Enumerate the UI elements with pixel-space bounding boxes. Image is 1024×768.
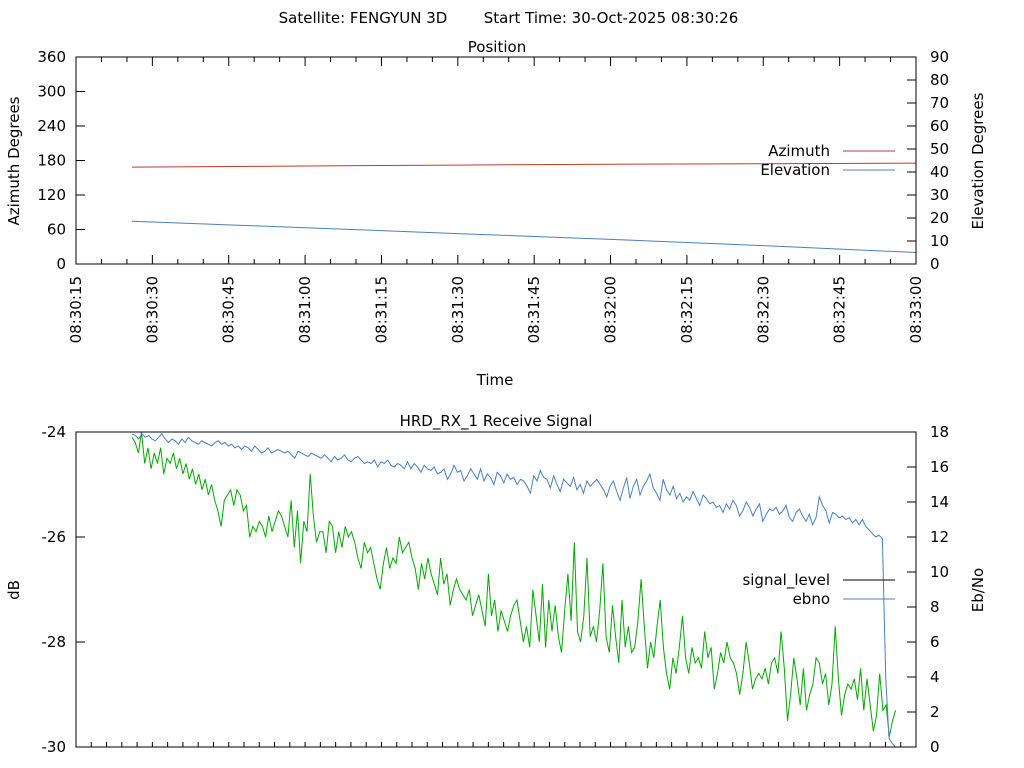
signal-y2-axis-label: Eb/No [969,568,987,612]
position-y2-tick-label: 20 [930,209,949,227]
position-y-tick-label: 60 [47,221,66,239]
signal-legend: signal_level ebno [742,571,895,608]
position-y2-tick-label: 10 [930,232,949,250]
position-chart: Position 0 60 120 180 240 300 360 0 10 20 30 40 50 6… [5,38,987,389]
position-y-tick-label: 360 [37,48,66,66]
position-x-tick-label: 08:30:45 [220,276,238,343]
legend-label-azimuth: Azimuth [768,142,830,160]
signal-y2-tick-label: 8 [930,598,940,616]
position-x-tick-label: 08:31:00 [296,276,314,343]
position-y2-tick-label: 40 [930,163,949,181]
position-y2-axis-label: Elevation Degrees [969,92,987,229]
legend-label-signal-level: signal_level [742,571,830,590]
signal-y-axis-label: dB [5,580,23,600]
position-y2-tick-labels: 0 10 20 30 40 50 60 70 80 90 [930,48,949,273]
signal-y2-tick-label: 14 [930,493,949,511]
position-x-tick-labels: 08:30:15 08:30:30 08:30:45 08:31:00 08:31:15… [67,276,925,343]
position-y2-tick-label: 0 [930,255,940,273]
series-line-ebno [131,432,896,748]
signal-y2-tick-label: 18 [930,423,949,441]
position-y2-tick-label: 80 [930,71,949,89]
signal-y-tick-label: -26 [42,528,67,546]
position-y-tick-label: 300 [37,83,66,101]
position-series [131,162,917,253]
series-line-elevation [131,220,917,253]
signal-y2-tick-label: 16 [930,458,949,476]
legend-label-ebno: ebno [793,590,830,608]
signal-y2-tick-labels: 0 2 4 6 8 10 12 14 16 18 [930,423,949,756]
signal-y2-tick-label: 0 [930,738,940,756]
position-y-tick-label: 0 [56,255,66,273]
position-x-tick-label: 08:32:45 [831,276,849,343]
signal-y2-tick-label: 2 [930,703,940,721]
position-x-tick-label: 08:30:30 [143,276,161,343]
signal-chart-title: HRD_RX_1 Receive Signal [400,412,593,431]
position-x-tick-label: 08:33:00 [907,276,925,343]
signal-y2-tick-label: 4 [930,668,940,686]
signal-y-tick-label: -28 [42,633,67,651]
position-y2-tick-label: 90 [930,48,949,66]
satellite-label: Satellite: FENGYUN 3D [279,9,448,27]
position-x-tick-label: 08:31:15 [372,276,390,343]
position-y-tick-label: 180 [37,152,66,170]
signal-y2-tick-label: 12 [930,528,949,546]
position-x-tick-label: 08:31:45 [525,276,543,343]
position-y-tick-labels: 0 60 120 180 240 300 360 [37,48,66,273]
position-plot-frame [75,56,917,265]
signal-y-tick-labels: -30 -28 -26 -24 [42,423,67,756]
position-x-tick-label: 08:32:30 [754,276,772,343]
position-y-tick-label: 120 [37,186,66,204]
position-y-axis-label: Azimuth Degrees [5,96,23,225]
position-y2-tick-label: 30 [930,186,949,204]
position-y-tick-label: 240 [37,117,66,135]
signal-series [131,431,897,748]
position-chart-title: Position [468,38,526,56]
position-x-tick-label: 08:32:15 [678,276,696,343]
position-x-tick-label: 08:32:00 [602,276,620,343]
series-line-azimuth [131,162,917,168]
signal-y2-tick-label: 6 [930,633,940,651]
position-y2-tick-label: 70 [930,94,949,112]
signal-y-tick-label: -24 [42,423,67,441]
position-y2-tick-label: 50 [930,140,949,158]
signal-y-tick-label: -30 [42,738,67,756]
position-x-tick-label: 08:31:30 [449,276,467,343]
position-y2-tick-label: 60 [930,117,949,135]
series-line-signal-level [131,431,897,737]
start-time-label: Start Time: 30-Oct-2025 08:30:26 [484,9,739,27]
legend-label-elevation: Elevation [760,161,830,179]
position-legend: Azimuth Elevation [760,142,895,179]
signal-y2-tick-label: 10 [930,563,949,581]
signal-chart: HRD_RX_1 Receive Signal -30 -28 -26 -24 0 2 4… [5,412,987,756]
position-x-tick-label: 08:30:15 [67,276,85,343]
position-x-axis-label: Time [476,371,514,389]
signal-plot-frame [75,431,917,748]
